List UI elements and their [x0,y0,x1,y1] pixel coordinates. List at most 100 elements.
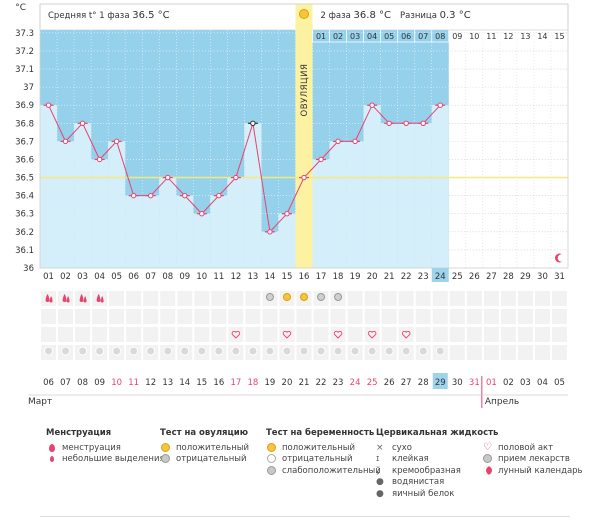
positive-test-icon [160,442,172,453]
pill-icon [112,346,122,356]
pill-icon [333,346,343,356]
drop-icon-small [66,296,70,303]
pill-icon [146,346,156,356]
calendar-date: 11 [128,378,139,388]
symbol-cell [449,327,465,342]
symbol-cell [466,345,482,360]
x-tick-label: 18 [333,272,344,282]
x-tick-label: 09 [179,272,190,282]
legend-menstruation-item: менструация [62,442,121,453]
symbol-cell [517,345,533,360]
symbol-cell [432,327,448,342]
x-tick-label: 11 [213,272,224,282]
ovulation-column [295,4,313,268]
symbol-cell [534,345,550,360]
symbol-cell [364,327,380,342]
x-tick-label: 22 [401,272,412,282]
symbol-cell [75,327,91,342]
legend-ovulation-title: Тест на овуляцию [160,428,249,438]
symbol-cell [92,327,108,342]
temp-bar [210,195,228,268]
pill-icon [95,346,105,356]
y-tick-label: 36 [23,264,34,274]
drop-icon-small [49,296,53,303]
symbol-cell [449,309,465,324]
temp-bar [397,123,415,268]
symbol-cell [381,327,397,342]
drop-icon-small [83,296,87,303]
temp-point [301,174,307,181]
watery-icon: ● [376,477,384,488]
symbol-cell [398,309,414,324]
temp-point [335,138,341,145]
x-tick-label: 04 [94,272,105,282]
x-tick-label: 20 [367,272,378,282]
y-tick-label: 36.2 [15,228,34,238]
legend-pregnancy-positive: положительный [282,442,355,453]
pill-icon [316,346,326,356]
x-tick-label: 15 [282,272,293,282]
temp-point [369,102,375,108]
heart-icon [333,330,343,339]
symbol-cell [126,327,142,342]
y-tick-label: 36.6 [15,155,34,165]
symbol-cell [483,327,499,342]
symbol-cell [296,309,312,324]
symbol-cell [466,327,482,342]
legend-cervical-creamy: кремообразная [392,465,461,476]
pill-icon [44,346,54,356]
x-tick-label: 25 [452,272,463,282]
pill-icon [231,346,241,356]
calendar-date: 25 [367,378,378,388]
ov-test-positive-icon [300,293,308,301]
calendar-date: 13 [162,378,173,388]
dry-icon: × [376,442,384,453]
symbol-cell [143,327,159,342]
symbol-cell [177,327,193,342]
pregnancy-weak-icon [266,465,278,476]
legend-pregnancy-weak: слабоположительный [282,465,381,476]
temp-bar [108,141,126,268]
x-tick-label: 23 [418,272,429,282]
temp-bar [346,141,364,268]
calendar-date: 17 [230,378,241,388]
phase1-text: Средняя t° 1 фаза 36.5 °C [48,10,170,21]
top-day-label: 02 [333,32,343,41]
small-drop-icon [46,454,58,464]
symbol-cell [75,309,91,324]
symbol-cell [534,309,550,324]
temp-bar [329,141,347,268]
symbol-cell [211,327,227,342]
top-day-label: 09 [452,32,462,41]
pill-icon [248,346,258,356]
symbol-cell [228,291,244,306]
x-tick-label: 02 [60,272,71,282]
y-tick-label: 37.3 [15,29,34,39]
temp-bar [380,123,398,268]
drop-icon [46,443,58,453]
symbol-cell [296,327,312,342]
symbol-cell [347,327,363,342]
symbol-cell [500,309,516,324]
symbol-cell [211,291,227,306]
x-tick-label: 21 [384,272,395,282]
x-tick-label: 26 [469,272,480,282]
x-tick-label: 12 [230,272,241,282]
legend-menstruation: Менструация менструация небольшие выделе… [46,428,165,465]
calendar-date: 09 [94,378,105,388]
symbol-cell [228,309,244,324]
pill-icon [367,346,377,356]
x-tick-label: 06 [128,272,139,282]
heart-icon [367,330,377,339]
legend-intercourse: половой акт [498,442,554,453]
symbol-cell [194,309,210,324]
temp-point [62,138,69,145]
bottom-divider [40,516,570,517]
legend-ovulation-test: Тест на овуляцию положительный отрицател… [160,428,249,465]
sticky-icon: ɪ [376,454,380,465]
ov-test-negative-icon [317,293,326,301]
legend-medication: прием лекарств [498,454,570,465]
drop-icon [79,294,84,302]
temp-point [352,138,358,145]
symbol-cell [415,309,431,324]
